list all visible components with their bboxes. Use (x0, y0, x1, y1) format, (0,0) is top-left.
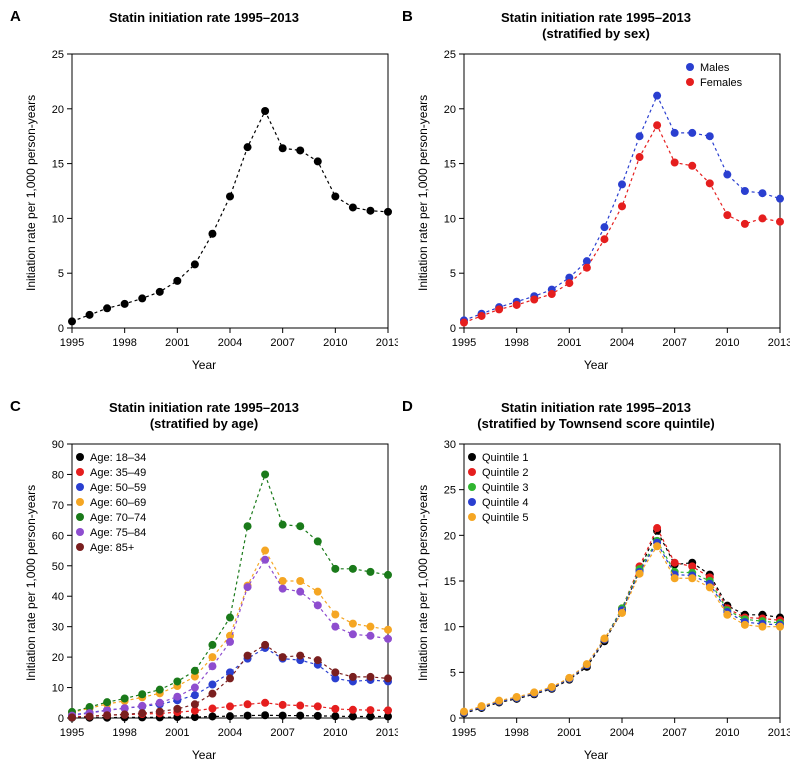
svg-text:50: 50 (52, 561, 64, 573)
svg-text:30: 30 (52, 622, 64, 634)
svg-text:5: 5 (58, 268, 64, 280)
svg-text:1995: 1995 (60, 727, 84, 739)
svg-text:2007: 2007 (270, 337, 294, 349)
svg-text:2010: 2010 (323, 337, 347, 349)
svg-text:Quintile 3: Quintile 3 (482, 482, 528, 494)
svg-text:0: 0 (58, 323, 64, 335)
svg-text:40: 40 (52, 591, 64, 603)
svg-text:2013: 2013 (376, 337, 398, 349)
svg-text:Age: 85+: Age: 85+ (90, 542, 134, 554)
panel-d: D Statin initiation rate 1995–2013 (stra… (402, 398, 790, 768)
svg-text:2007: 2007 (270, 727, 294, 739)
svg-text:1998: 1998 (112, 337, 136, 349)
svg-text:1995: 1995 (60, 337, 84, 349)
svg-text:2004: 2004 (218, 337, 242, 349)
svg-text:Age: 50–59: Age: 50–59 (90, 482, 146, 494)
svg-text:2007: 2007 (662, 727, 686, 739)
panel-a-xlabel: Year (10, 358, 398, 372)
svg-text:25: 25 (444, 49, 456, 61)
svg-text:Age: 70–74: Age: 70–74 (90, 512, 146, 524)
panel-a: A Statin initiation rate 1995–2013 Initi… (10, 8, 398, 378)
panel-c-plot: 1995 1998 2001 2004 2007 2010 2013 0 10 20 30 40 50 6… (10, 398, 398, 768)
svg-text:Males: Males (700, 62, 730, 74)
panel-d-plot: 1995 1998 2001 2004 2007 2010 2013 0 5 10 15 20 25 30… (402, 398, 790, 768)
svg-text:Quintile 1: Quintile 1 (482, 452, 528, 464)
svg-text:2001: 2001 (165, 337, 189, 349)
svg-text:1995: 1995 (452, 337, 476, 349)
svg-text:70: 70 (52, 500, 64, 512)
svg-text:Females: Females (700, 77, 743, 89)
svg-text:0: 0 (450, 713, 456, 725)
svg-text:2004: 2004 (218, 727, 242, 739)
figure-root: A Statin initiation rate 1995–2013 Initi… (0, 0, 799, 780)
svg-text:90: 90 (52, 439, 64, 451)
svg-text:Quintile 4: Quintile 4 (482, 497, 528, 509)
svg-text:2013: 2013 (376, 727, 398, 739)
svg-text:1995: 1995 (452, 727, 476, 739)
svg-text:20: 20 (52, 652, 64, 664)
svg-text:5: 5 (450, 268, 456, 280)
svg-text:2001: 2001 (557, 727, 581, 739)
svg-text:2001: 2001 (557, 337, 581, 349)
svg-text:2010: 2010 (715, 727, 739, 739)
svg-text:1998: 1998 (112, 727, 136, 739)
svg-text:2004: 2004 (610, 727, 634, 739)
svg-text:Age: 75–84: Age: 75–84 (90, 527, 146, 539)
panel-c-xlabel: Year (10, 748, 398, 762)
svg-text:Age: 18–34: Age: 18–34 (90, 452, 146, 464)
svg-text:10: 10 (52, 213, 64, 225)
svg-text:2013: 2013 (768, 727, 790, 739)
svg-text:0: 0 (58, 713, 64, 725)
svg-text:30: 30 (444, 439, 456, 451)
svg-text:1998: 1998 (504, 337, 528, 349)
panel-c: C Statin initiation rate 1995–2013 (stra… (10, 398, 398, 768)
svg-text:2010: 2010 (715, 337, 739, 349)
svg-text:15: 15 (52, 159, 64, 171)
svg-text:15: 15 (444, 159, 456, 171)
svg-text:2013: 2013 (768, 337, 790, 349)
svg-text:25: 25 (444, 485, 456, 497)
svg-text:20: 20 (52, 104, 64, 116)
svg-text:10: 10 (444, 622, 456, 634)
svg-text:2007: 2007 (662, 337, 686, 349)
svg-text:20: 20 (444, 530, 456, 542)
svg-text:15: 15 (444, 576, 456, 588)
svg-text:5: 5 (450, 667, 456, 679)
svg-text:60: 60 (52, 530, 64, 542)
panel-a-plot: 1995 1998 2001 2004 2007 2010 2013 0 5 10 15 20 25 (10, 8, 398, 378)
svg-text:80: 80 (52, 469, 64, 481)
svg-text:25: 25 (52, 49, 64, 61)
panel-b-plot: 1995 1998 2001 2004 2007 2010 2013 0 5 10 15 20 25 Ma… (402, 8, 790, 378)
svg-text:2004: 2004 (610, 337, 634, 349)
svg-text:Quintile 2: Quintile 2 (482, 467, 528, 479)
svg-text:1998: 1998 (504, 727, 528, 739)
svg-text:0: 0 (450, 323, 456, 335)
svg-text:20: 20 (444, 104, 456, 116)
panel-d-xlabel: Year (402, 748, 790, 762)
panel-b: B Statin initiation rate 1995–2013 (stra… (402, 8, 790, 378)
svg-text:2010: 2010 (323, 727, 347, 739)
svg-text:Quintile 5: Quintile 5 (482, 512, 528, 524)
svg-text:10: 10 (444, 213, 456, 225)
svg-text:Age: 60–69: Age: 60–69 (90, 497, 146, 509)
svg-text:2001: 2001 (165, 727, 189, 739)
panel-b-xlabel: Year (402, 358, 790, 372)
svg-text:Age: 35–49: Age: 35–49 (90, 467, 146, 479)
svg-text:10: 10 (52, 683, 64, 695)
